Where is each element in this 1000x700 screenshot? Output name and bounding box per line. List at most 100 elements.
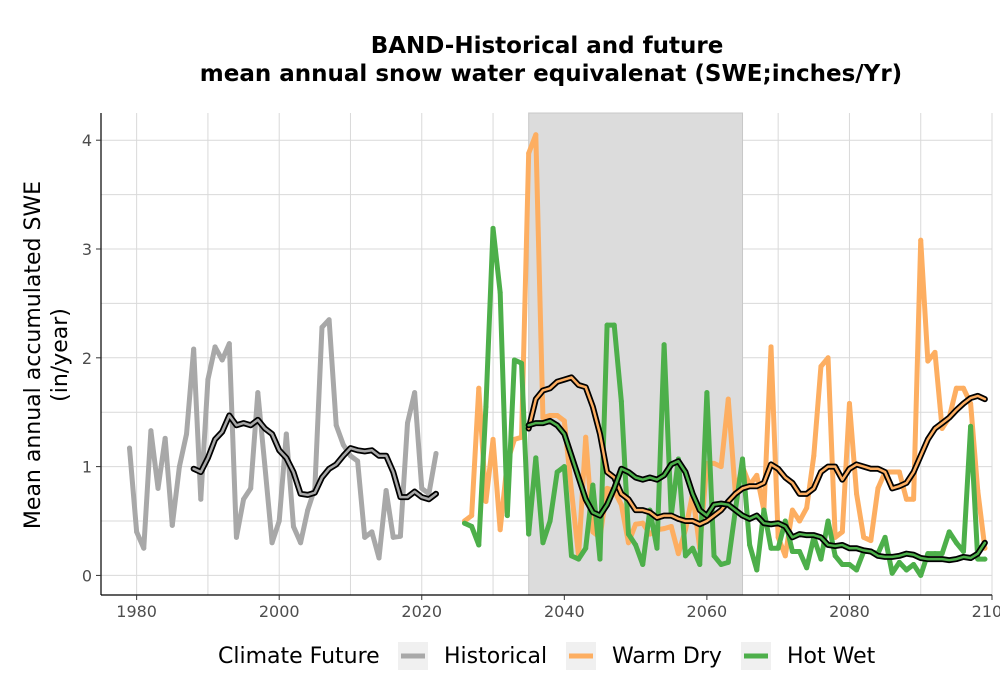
axis-layer [96, 113, 993, 600]
data-point-historical [191, 346, 197, 352]
data-point-hot-wet [911, 562, 917, 568]
legend-label-warm-dry: Warm Dry [612, 644, 722, 669]
data-point-warm-dry [469, 513, 475, 519]
x-tick-label: 2040 [544, 602, 585, 621]
data-point-historical [347, 453, 353, 459]
legend: Climate Future Historical Warm Dry Hot W… [218, 642, 876, 670]
data-point-hot-wet [547, 518, 553, 524]
data-point-historical [305, 507, 311, 513]
x-tick-label: 2000 [259, 602, 300, 621]
x-tick-label: 2060 [687, 602, 728, 621]
data-point-historical [141, 545, 147, 551]
data-point-warm-dry [668, 523, 674, 529]
data-point-historical [340, 442, 346, 448]
data-point-historical [248, 485, 254, 491]
data-point-warm-dry [839, 529, 845, 535]
data-point-warm-dry [625, 540, 631, 546]
data-point-hot-wet [682, 553, 688, 559]
data-point-hot-wet [846, 562, 852, 568]
data-point-warm-dry [861, 534, 867, 540]
data-point-hot-wet [789, 548, 795, 554]
data-point-hot-wet [704, 390, 710, 396]
data-point-warm-dry [533, 132, 539, 138]
data-point-hot-wet [690, 545, 696, 551]
legend-label-hot-wet: Hot Wet [787, 644, 876, 669]
data-point-historical [162, 435, 168, 441]
data-point-warm-dry [725, 396, 731, 402]
data-point-historical [362, 534, 368, 540]
data-point-warm-dry [554, 412, 560, 418]
legend-item-hot-wet: Hot Wet [741, 642, 876, 670]
data-point-hot-wet [825, 518, 831, 524]
data-point-historical [127, 445, 133, 451]
data-point-hot-wet [611, 322, 617, 328]
data-point-warm-dry [618, 502, 624, 508]
data-point-warm-dry [711, 460, 717, 466]
data-point-historical [262, 464, 268, 470]
data-point-hot-wet [469, 523, 475, 529]
x-tick-label: 2080 [829, 602, 870, 621]
data-point-warm-dry [932, 349, 938, 355]
data-point-warm-dry [633, 521, 639, 527]
data-point-hot-wet [797, 548, 803, 554]
trend-line-historical [192, 414, 438, 501]
legend-label-historical: Historical [444, 644, 547, 669]
data-point-warm-dry [953, 385, 959, 391]
data-point-hot-wet [661, 342, 667, 348]
data-point-warm-dry [754, 472, 760, 478]
y-axis-title-line2: (in/year) [48, 308, 73, 402]
data-point-warm-dry [768, 344, 774, 350]
data-point-warm-dry [540, 415, 546, 421]
data-point-historical [241, 496, 247, 502]
data-point-hot-wet [483, 404, 489, 410]
data-point-hot-wet [533, 455, 539, 461]
data-point-warm-dry [960, 385, 966, 391]
data-point-warm-dry [789, 507, 795, 513]
data-point-warm-dry [797, 518, 803, 524]
data-point-historical [376, 555, 382, 561]
data-point-hot-wet [939, 551, 945, 557]
chart-title-line1: BAND-Historical and future [371, 33, 724, 59]
data-point-historical [333, 422, 339, 428]
data-point-historical [148, 428, 154, 434]
data-point-hot-wet [725, 559, 731, 565]
data-point-warm-dry [889, 469, 895, 475]
data-point-hot-wet [882, 534, 888, 540]
data-point-warm-dry [875, 485, 881, 491]
data-point-hot-wet [768, 545, 774, 551]
data-point-warm-dry [818, 364, 824, 370]
data-point-warm-dry [718, 464, 724, 470]
data-point-historical [419, 485, 425, 491]
y-axis-title-line1: Mean annual accumulated SWE [21, 181, 46, 529]
data-point-historical [169, 522, 175, 528]
data-point-hot-wet [740, 456, 746, 462]
data-point-hot-wet [590, 482, 596, 488]
chart-title-line2: mean annual snow water equivalenat (SWE;… [200, 61, 902, 87]
data-point-warm-dry [483, 498, 489, 504]
data-point-hot-wet [761, 507, 767, 513]
data-point-historical [198, 496, 204, 502]
data-point-hot-wet [576, 556, 582, 562]
data-point-historical [355, 458, 361, 464]
data-point-historical [405, 420, 411, 426]
data-point-warm-dry [911, 496, 917, 502]
data-point-historical [155, 485, 161, 491]
data-point-warm-dry [918, 237, 924, 243]
data-point-historical [184, 431, 190, 437]
data-point-historical [298, 540, 304, 546]
data-point-hot-wet [490, 225, 496, 231]
data-point-hot-wet [889, 570, 895, 576]
data-point-hot-wet [504, 513, 510, 519]
x-tick-label: 2100 [972, 602, 1000, 621]
data-point-hot-wet [526, 531, 532, 537]
data-point-hot-wet [818, 556, 824, 562]
data-point-warm-dry [846, 401, 852, 407]
data-point-hot-wet [711, 553, 717, 559]
data-point-historical [176, 464, 182, 470]
data-point-hot-wet [896, 559, 902, 565]
data-point-hot-wet [775, 545, 781, 551]
data-point-hot-wet [462, 520, 468, 526]
data-point-hot-wet [568, 553, 574, 559]
data-point-hot-wet [854, 567, 860, 573]
data-point-warm-dry [526, 150, 532, 156]
